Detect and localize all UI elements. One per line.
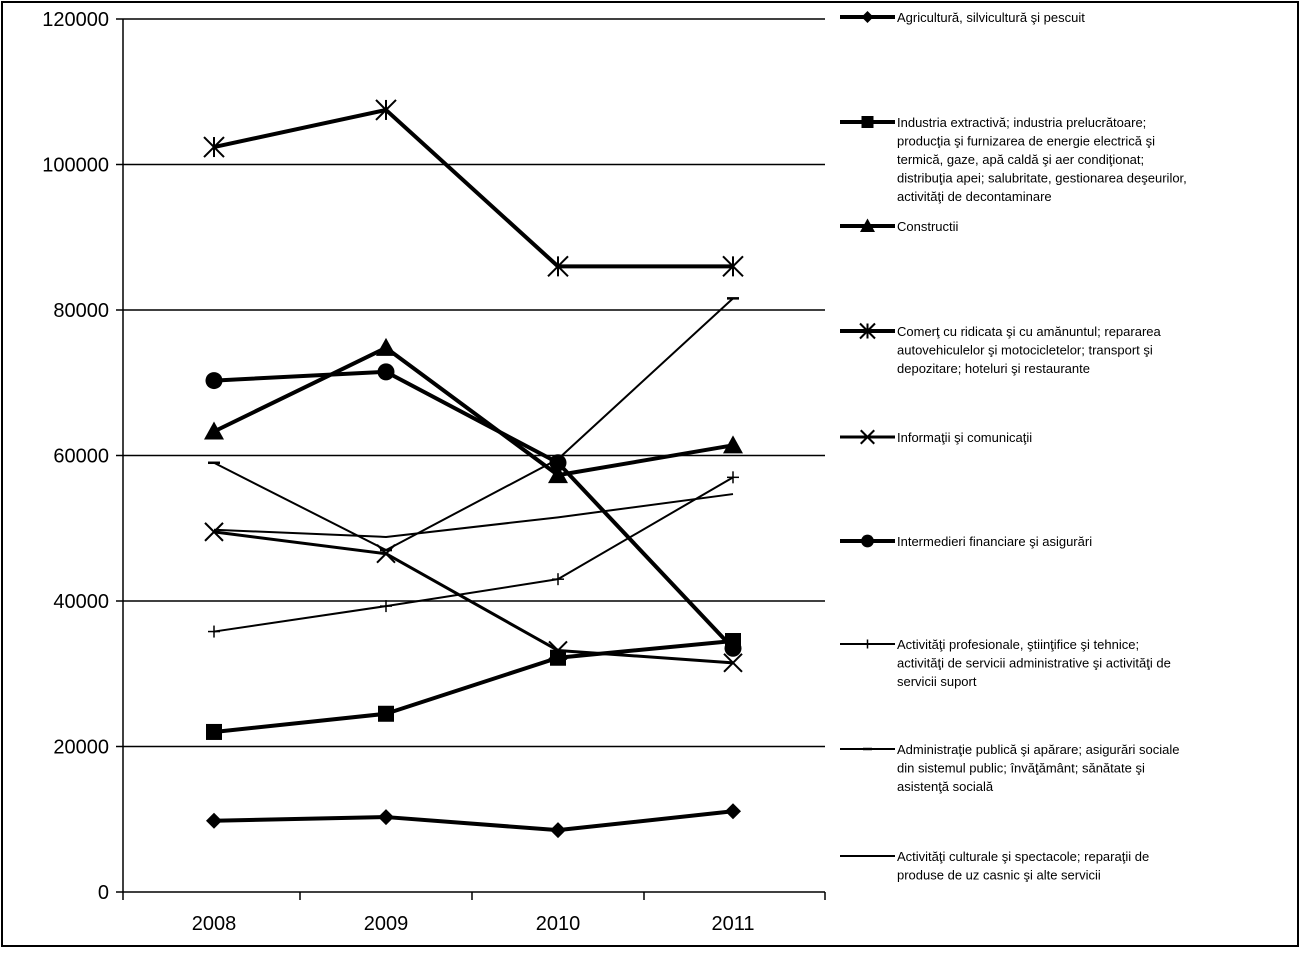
series-line-6	[213, 369, 735, 650]
legend-label: Informaţii şi comunicaţii	[897, 430, 1032, 445]
y-tick-label: 120000	[42, 9, 109, 31]
legend-label: Industria extractivă; industria prelucră…	[897, 115, 1146, 130]
series-line-5	[213, 530, 734, 665]
y-tick-label: 60000	[53, 446, 109, 468]
series-layer	[203, 99, 744, 839]
data-point-series-7	[552, 573, 564, 586]
data-point-series-7	[727, 471, 739, 484]
x-tick-label: 2010	[536, 913, 581, 935]
data-point-series-1	[206, 812, 222, 829]
data-point-series-7	[380, 600, 392, 613]
legend-label: Comerţ cu ridicata şi cu amănuntul; repa…	[897, 324, 1162, 339]
data-point-series-4	[203, 136, 225, 158]
legend-label: Activităţi culturale şi spectacole; repa…	[897, 849, 1149, 864]
data-point-series-2	[378, 705, 394, 722]
legend-label: producţia şi furnizarea de energie elect…	[897, 134, 1155, 149]
legend-entry-2: Industria extractivă; industria prelucră…	[840, 115, 1187, 204]
legend-label: distribuţia apei; salubritate, gestionar…	[897, 171, 1187, 186]
data-point-series-1	[725, 803, 741, 820]
gridlines	[123, 18, 825, 748]
legend-entry-7: Activităţi profesionale, ştiinţifice şi …	[840, 637, 1171, 689]
data-point-series-3	[204, 421, 224, 440]
legend-entry-5: Informaţii şi comunicaţii	[840, 429, 1032, 445]
legend-marker	[859, 322, 876, 340]
legend-label: Administraţie publică şi apărare; asigur…	[897, 742, 1180, 757]
series-line-3	[213, 345, 734, 478]
legend-entry-9: Activităţi culturale şi spectacole; repa…	[840, 849, 1149, 883]
legend-label: termică, gaze, apă caldă şi aer condiţio…	[897, 152, 1144, 167]
legend-entry-8: Administraţie publică şi apărare; asigur…	[840, 742, 1180, 794]
legend-marker	[861, 11, 874, 23]
x-tick-label: 2011	[711, 913, 754, 935]
x-tick-label: 2009	[364, 913, 409, 935]
data-point-series-4	[547, 255, 569, 278]
legend-label: autovehiculelor şi motocicletelor; trans…	[897, 343, 1153, 358]
legend-marker	[861, 534, 874, 548]
legend-entry-1: Agricultură, silvicultură şi pescuit	[840, 10, 1085, 25]
data-point-series-7	[208, 625, 220, 638]
data-point-series-6	[724, 639, 742, 657]
y-tick-label: 0	[98, 882, 109, 904]
legend-label: produse de uz casnic şi alte servicii	[897, 868, 1101, 883]
legend: Agricultură, silvicultură şi pescuit Indu…	[840, 10, 1187, 883]
legend-label: Activităţi profesionale, ştiinţifice şi …	[897, 637, 1139, 652]
legend-label: Agricultură, silvicultură şi pescuit	[897, 10, 1085, 25]
data-point-series-4	[722, 255, 744, 278]
data-point-series-5	[204, 522, 224, 542]
y-tick-label: 20000	[53, 737, 109, 759]
legend-entry-4: Comerţ cu ridicata şi cu amănuntul; repa…	[840, 322, 1162, 376]
y-tick-label: 100000	[42, 155, 109, 177]
data-point-series-1	[378, 809, 394, 826]
series-line-7	[213, 476, 734, 633]
legend-entry-6: Intermedieri financiare şi asigurări	[840, 534, 1092, 549]
legend-marker	[860, 429, 875, 445]
data-point-series-6	[377, 363, 395, 381]
y-tick-label: 40000	[53, 591, 109, 613]
x-tick-label: 2008	[192, 913, 237, 935]
series-line-1	[213, 809, 734, 833]
axes: 0 20000 40000 60000 80000 100000 120000 2008 200…	[42, 9, 826, 935]
legend-marker	[861, 116, 874, 128]
data-point-series-3	[376, 337, 396, 356]
legend-label: activităţi de servicii administrative şi…	[897, 656, 1171, 671]
data-point-series-3	[548, 465, 568, 484]
legend-entry-3: Constructii	[840, 218, 959, 234]
y-tick-label: 80000	[53, 300, 109, 322]
series-line-4	[213, 107, 733, 269]
legend-label: servicii suport	[897, 674, 977, 689]
data-point-series-2	[206, 723, 222, 740]
data-point-series-4	[375, 99, 397, 121]
data-point-series-5	[723, 653, 743, 673]
data-point-series-3	[723, 435, 743, 454]
legend-label: din sistemul public; învăţământ; sănătat…	[897, 761, 1145, 776]
series-line-9	[213, 493, 734, 538]
legend-label: activităţi de decontaminare	[897, 189, 1052, 204]
legend-marker	[863, 639, 872, 649]
series-line-8	[213, 297, 734, 552]
legend-label: depozitare; hoteluri şi restaurante	[897, 361, 1090, 376]
legend-label: Intermedieri financiare şi asigurări	[897, 534, 1092, 549]
legend-marker	[860, 218, 875, 232]
data-point-series-5	[548, 640, 568, 661]
legend-label: asistenţă socială	[897, 779, 994, 794]
legend-label: Constructii	[897, 219, 959, 234]
data-point-series-6	[205, 372, 223, 390]
series-line-2	[213, 639, 734, 734]
data-point-series-1	[550, 822, 566, 839]
